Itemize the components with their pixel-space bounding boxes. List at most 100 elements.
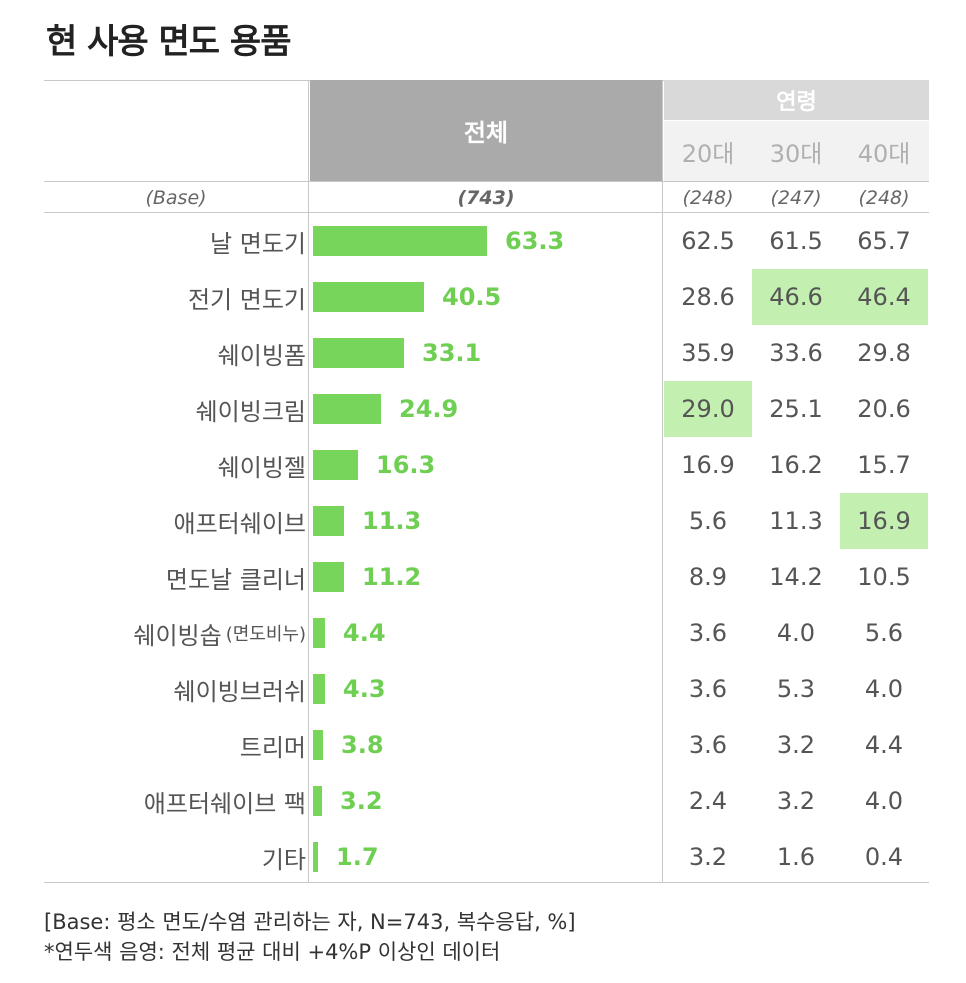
age-cell: 5.3 — [776, 675, 816, 703]
base-rule — [44, 212, 929, 213]
total-bar — [313, 394, 381, 424]
category-label: 면도날 클리너 — [166, 549, 306, 605]
total-bar — [313, 450, 358, 480]
total-bar-value: 11.2 — [362, 563, 422, 591]
age-cell: 16.9 — [681, 451, 735, 479]
category-label: 쉐이빙브러쉬 — [174, 661, 306, 717]
age-cell: 4.0 — [864, 787, 904, 815]
age-cell: 0.4 — [864, 843, 904, 871]
total-bar — [313, 338, 404, 368]
total-bar-value: 24.9 — [399, 395, 459, 423]
base-label: (Base) — [145, 187, 207, 209]
category-label: 쉐이빙솝 (면도비누) — [133, 605, 306, 661]
age-cell: 15.7 — [857, 451, 911, 479]
total-bar-value: 3.2 — [340, 787, 383, 815]
base-40s: (248) — [858, 187, 910, 209]
total-bar — [313, 842, 318, 872]
total-bar — [313, 786, 322, 816]
age-cell: 46.6 — [752, 269, 840, 325]
total-bar-value: 11.3 — [362, 507, 422, 535]
category-label-text: 트리머 — [239, 733, 306, 762]
age-cell: 16.2 — [769, 451, 823, 479]
age-cell: 29.8 — [857, 339, 911, 367]
total-bar — [313, 562, 344, 592]
age-cell: 25.1 — [769, 395, 823, 423]
age-cell: 10.5 — [857, 563, 911, 591]
page-title: 현 사용 면도 용품 — [46, 22, 291, 62]
total-divider — [662, 80, 663, 882]
total-bar — [313, 730, 323, 760]
category-label-text: 쉐이빙크림 — [195, 397, 306, 426]
age-cell: 16.9 — [840, 493, 928, 549]
age-cell: 5.6 — [688, 507, 728, 535]
age-cell: 61.5 — [769, 227, 823, 255]
header-rule — [44, 181, 929, 182]
category-label: 애프터쉐이브 — [174, 493, 306, 549]
age-cell: 11.3 — [769, 507, 823, 535]
age-column-20s: 20대 — [681, 139, 735, 168]
age-cell: 4.4 — [864, 731, 904, 759]
category-label: 기타 — [262, 829, 306, 885]
total-bar — [313, 618, 325, 648]
total-bar — [313, 282, 424, 312]
total-bar-value: 4.3 — [343, 675, 386, 703]
category-label: 애프터쉐이브 팩 — [144, 773, 306, 829]
age-cell: 8.9 — [688, 563, 728, 591]
total-bar-value: 33.1 — [422, 339, 482, 367]
footnote-highlight: *연두색 음영: 전체 평균 대비 +4%P 이상인 데이터 — [44, 940, 501, 964]
age-cell: 3.2 — [776, 787, 816, 815]
age-column-30s: 30대 — [769, 139, 823, 168]
category-label-note: (면도비누) — [225, 624, 306, 645]
age-cell: 2.4 — [688, 787, 728, 815]
category-label-text: 쉐이빙솝 — [133, 621, 222, 650]
base-20s: (248) — [682, 187, 734, 209]
age-column-40s: 40대 — [857, 139, 911, 168]
age-cell: 65.7 — [857, 227, 911, 255]
total-bar-value: 16.3 — [376, 451, 436, 479]
total-bar-value: 3.8 — [341, 731, 384, 759]
label-divider — [308, 80, 309, 882]
category-label-text: 쉐이빙폼 — [217, 341, 306, 370]
age-cell: 29.0 — [664, 381, 752, 437]
category-label-text: 쉐이빙젤 — [217, 453, 306, 482]
category-label-text: 전기 면도기 — [187, 285, 306, 314]
category-label-text: 날 면도기 — [210, 229, 306, 258]
base-30s: (247) — [770, 187, 822, 209]
age-cell: 1.6 — [776, 843, 816, 871]
total-bar — [313, 506, 344, 536]
age-cell: 4.0 — [864, 675, 904, 703]
age-cell: 35.9 — [681, 339, 735, 367]
age-cell: 4.0 — [776, 619, 816, 647]
age-cell: 33.6 — [769, 339, 823, 367]
age-cell: 62.5 — [681, 227, 735, 255]
age-cell: 14.2 — [769, 563, 823, 591]
total-bar-value: 40.5 — [442, 283, 502, 311]
total-bar-value: 4.4 — [343, 619, 386, 647]
footnote-base: [Base: 평소 면도/수염 관리하는 자, N=743, 복수응답, %] — [44, 910, 576, 934]
age-cell: 3.6 — [688, 675, 728, 703]
age-cell: 20.6 — [857, 395, 911, 423]
category-label: 쉐이빙폼 — [218, 325, 306, 381]
total-bar-value: 1.7 — [336, 843, 379, 871]
category-label: 트리머 — [240, 717, 306, 773]
age-cell: 3.6 — [688, 731, 728, 759]
age-cell: 5.6 — [864, 619, 904, 647]
base-total: (743) — [457, 187, 515, 209]
category-label: 날 면도기 — [210, 213, 306, 269]
age-subheader-band — [664, 121, 929, 181]
total-column-header: 전체 — [310, 80, 662, 181]
category-label-text: 면도날 클리너 — [165, 565, 306, 594]
category-label: 쉐이빙젤 — [218, 437, 306, 493]
total-bar — [313, 674, 325, 704]
total-bar-value: 63.3 — [505, 227, 565, 255]
category-label-text: 애프터쉐이브 — [173, 509, 306, 538]
category-label-text: 애프터쉐이브 팩 — [143, 789, 306, 818]
category-label-text: 쉐이빙브러쉬 — [173, 677, 306, 706]
age-cell: 3.2 — [688, 843, 728, 871]
age-cell: 46.4 — [840, 269, 928, 325]
table-bottom-rule — [44, 882, 929, 883]
category-label-text: 기타 — [261, 845, 306, 874]
age-cell: 3.2 — [776, 731, 816, 759]
age-cell: 3.6 — [688, 619, 728, 647]
total-bar — [313, 226, 487, 256]
